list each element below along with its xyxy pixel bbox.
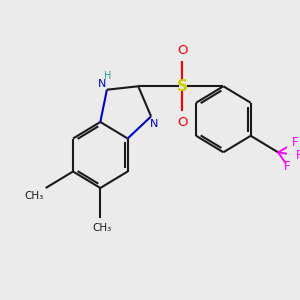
Text: H: H: [104, 71, 112, 81]
Text: S: S: [177, 79, 188, 94]
Text: CH₃: CH₃: [25, 191, 44, 201]
Text: N: N: [98, 79, 106, 89]
Text: CH₃: CH₃: [93, 223, 112, 233]
Text: N: N: [150, 119, 158, 129]
Text: F: F: [284, 160, 291, 173]
Text: F: F: [296, 149, 300, 162]
Text: O: O: [177, 116, 188, 129]
Text: F: F: [292, 136, 298, 149]
Text: O: O: [177, 44, 188, 57]
